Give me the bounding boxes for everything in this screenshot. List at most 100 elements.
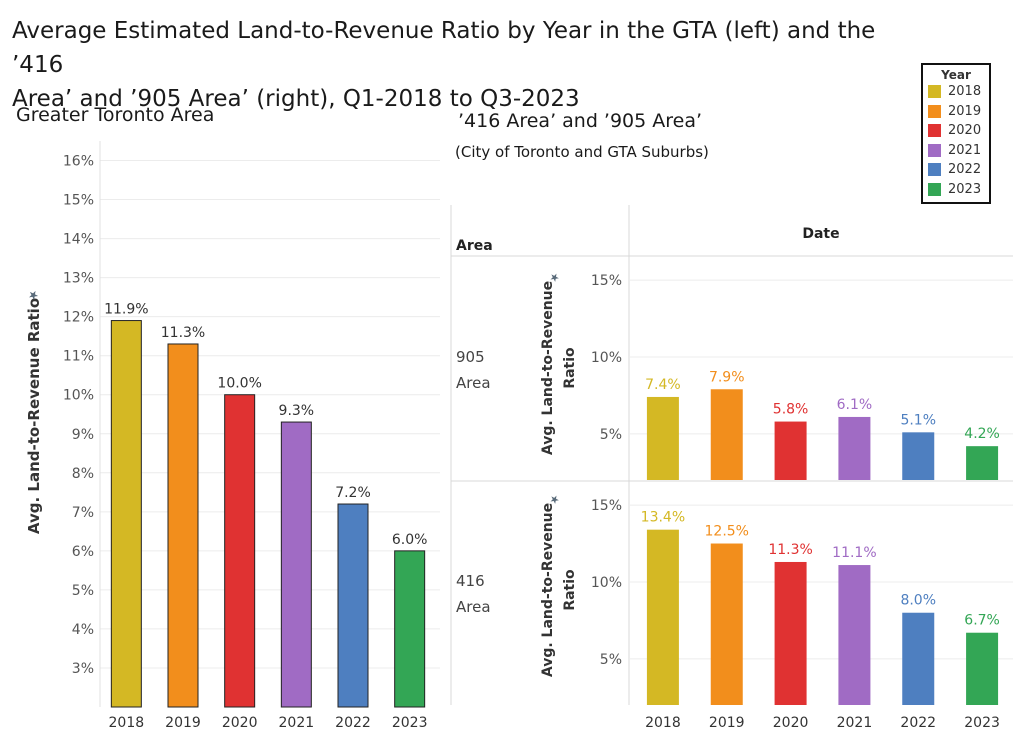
data-label: 12.5% [705, 524, 749, 540]
x-tick-label: 2023 [964, 715, 1000, 731]
bar-2023 [394, 550, 426, 708]
bar-2019 [710, 389, 743, 480]
legend-label: 2018 [948, 84, 982, 100]
legend-label: 2019 [948, 103, 982, 119]
y-tick-label: 5% [72, 583, 94, 599]
data-label: 5.8% [773, 402, 809, 418]
legend-items: 2018 2019 2020 2021 2022 2023 [923, 82, 989, 199]
y-tick-label: 13% [63, 271, 94, 287]
right-panel-subtitle: ’416 Area’ and ’905 Area’ [458, 110, 703, 132]
x-tick-label: 2020 [773, 715, 809, 731]
bar-2020 [774, 421, 807, 480]
bar-2019 [710, 543, 743, 705]
x-tick-label: 2020 [222, 715, 258, 731]
y-tick-label: 10% [63, 388, 94, 404]
legend-item-2021: 2021 [923, 141, 989, 161]
x-tick-label: 2022 [900, 715, 936, 731]
data-label: 10.0% [217, 376, 261, 392]
x-tick-label: 2018 [109, 715, 145, 731]
y-tick-label: 7% [72, 505, 94, 521]
row-label-line-2: Area [456, 374, 491, 392]
data-label: 5.1% [900, 412, 936, 428]
area-panel-frame: Area Date [450, 205, 1013, 705]
gta-bar-chart: 3% 4% 5% 6% 7% 8% 9% 10% 11% 12% 13% 14% 15% 16% Avg. … [24, 141, 440, 731]
row-header: Area [456, 238, 493, 254]
data-label: 9.3% [279, 403, 315, 419]
bar-2020 [774, 561, 807, 705]
legend-swatch [928, 182, 941, 196]
x-tick-label: 2023 [392, 715, 428, 731]
data-label: 11.9% [104, 302, 148, 318]
bar-2018 [646, 529, 679, 705]
y-tick-label: 15% [591, 498, 622, 514]
bar-2022 [337, 503, 369, 708]
legend-swatch [928, 163, 941, 177]
bar-2020 [224, 394, 256, 708]
y-tick-label: 5% [600, 652, 622, 668]
column-header: Date [802, 226, 839, 242]
row-label-line-2: Area [456, 598, 491, 616]
data-label: 11.3% [161, 325, 205, 341]
row-label-line-1: 416 [456, 572, 485, 590]
y-tick-label: 15% [63, 193, 94, 209]
legend-label: 2022 [948, 162, 982, 178]
bar-2019 [167, 343, 199, 708]
y-tick-label: 11% [63, 349, 94, 365]
area-416-bar-chart: 5% 10% 15% 416 Area Avg. Land-to-Revenue Ratio… [456, 491, 1013, 705]
data-label: 11.3% [768, 542, 812, 558]
area-x-axis: 2018 2019 2020 2021 2022 2023 [645, 715, 1000, 731]
legend-item-2022: 2022 [923, 160, 989, 180]
legend-label: 2020 [948, 123, 982, 139]
bar-2023 [966, 446, 999, 480]
legend-swatch [928, 104, 941, 118]
data-label: 7.4% [645, 377, 681, 393]
legend-swatch [928, 143, 941, 157]
legend-label: 2023 [948, 181, 982, 197]
y-tick-label: 5% [600, 427, 622, 443]
chart-title-line-1: Average Estimated Land-to-Revenue Ratio … [12, 18, 876, 78]
y-axis-label-line-1: Avg. Land-to-Revenue [540, 281, 556, 455]
y-tick-label: 9% [72, 427, 94, 443]
bar-2021 [838, 416, 871, 480]
x-tick-label: 2021 [279, 715, 315, 731]
bar-2022 [902, 612, 935, 705]
y-tick-label: 12% [63, 310, 94, 326]
data-label: 11.1% [832, 545, 876, 561]
x-tick-label: 2021 [837, 715, 873, 731]
legend-swatch [928, 85, 941, 99]
y-tick-label: 6% [72, 544, 94, 560]
bar-2022 [902, 432, 935, 480]
row-label-line-1: 905 [456, 348, 485, 366]
legend-label: 2021 [948, 142, 982, 158]
legend-item-2018: 2018 [923, 82, 989, 102]
data-label: 13.4% [641, 510, 685, 526]
data-label: 7.9% [709, 369, 745, 385]
x-tick-label: 2019 [165, 715, 201, 731]
bar-2021 [838, 565, 871, 705]
y-axis-label: Avg. Land-to-Revenue Ratio [25, 298, 43, 534]
y-tick-label: 3% [72, 661, 94, 677]
data-label: 6.7% [964, 613, 1000, 629]
legend: Year 2018 2019 2020 2021 2022 2023 [921, 63, 991, 204]
x-tick-label: 2019 [709, 715, 745, 731]
legend-swatch [928, 124, 941, 138]
y-axis-label-line-2: Ratio [562, 569, 578, 611]
y-tick-label: 8% [72, 466, 94, 482]
chart-title: Average Estimated Land-to-Revenue Ratio … [12, 14, 912, 116]
data-label: 8.0% [900, 593, 936, 609]
y-tick-label: 10% [591, 575, 622, 591]
y-axis-label-line-1: Avg. Land-to-Revenue [540, 503, 556, 677]
x-tick-label: 2018 [645, 715, 681, 731]
data-label: 4.2% [964, 426, 1000, 442]
y-tick-label: 16% [63, 154, 94, 170]
bar-2018 [110, 320, 142, 708]
legend-item-2019: 2019 [923, 102, 989, 122]
area-905-bar-chart: 5% 10% 15% 905 Area Avg. Land-to-Revenue Ratio… [456, 269, 1013, 480]
y-tick-label: 10% [591, 350, 622, 366]
legend-item-2023: 2023 [923, 180, 989, 200]
y-tick-label: 4% [72, 622, 94, 638]
bar-2021 [280, 421, 312, 708]
right-panel-subtitle-2: (City of Toronto and GTA Suburbs) [455, 143, 709, 161]
y-tick-label: 15% [591, 273, 622, 289]
